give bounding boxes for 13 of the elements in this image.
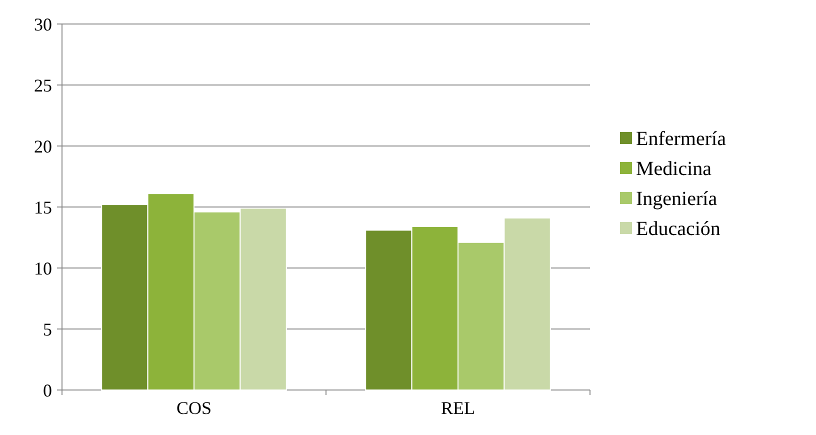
legend-label: Enfermería: [636, 128, 726, 150]
y-tick-label: 25: [34, 75, 52, 96]
y-tick-label: 30: [34, 14, 52, 34]
x-tick-label: COS: [176, 398, 212, 418]
legend-label: Medicina: [636, 158, 712, 180]
legend-label: Ingeniería: [636, 188, 718, 210]
y-tick-label: 0: [43, 380, 52, 400]
y-tick-label: 15: [34, 197, 52, 218]
y-tick-label: 20: [34, 136, 52, 156]
y-tick-label: 10: [34, 258, 52, 278]
legend-label: Educación: [636, 218, 720, 240]
x-tick-label: REL: [441, 398, 475, 418]
y-tick-label: 5: [43, 319, 52, 340]
